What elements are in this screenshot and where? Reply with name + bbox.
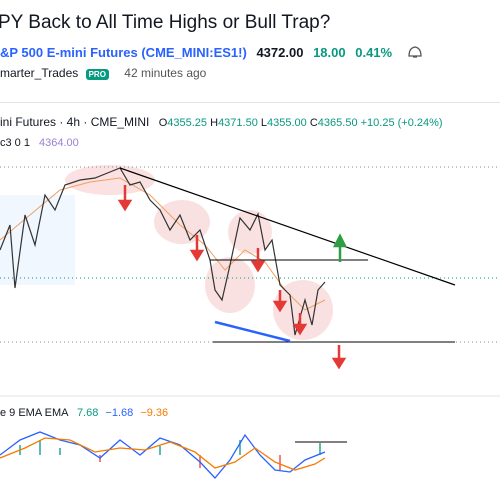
author-row: marter_Trades PRO 42 minutes ago [0, 66, 206, 80]
macd-v1: 7.68 [76, 407, 99, 419]
price: 4372.00 [256, 45, 304, 60]
l-label: L [260, 117, 268, 129]
idea-title: PY Back to All Time Highs or Bull Trap? [0, 12, 331, 33]
change-pct: 0.41% [355, 45, 393, 60]
separator [0, 102, 500, 103]
o-value: 4355.25 [167, 117, 208, 129]
author[interactable]: marter_Trades [0, 66, 79, 80]
symbol-link[interactable]: &P 500 E-mini Futures (CME_MINI:ES1!) [0, 45, 247, 60]
l-value: 4355.00 [267, 117, 307, 129]
time: 42 minutes ago [124, 66, 207, 80]
alert-icon[interactable] [406, 44, 424, 60]
h-label: H [210, 117, 219, 129]
change: 18.00 [313, 45, 346, 60]
symbol-row: &P 500 E-mini Futures (CME_MINI:ES1!) 43… [0, 44, 424, 60]
macd-name: e 9 EMA EMA [0, 407, 68, 419]
legend-symbol: ini Futures · 4h · CME_MINI [0, 115, 150, 129]
indicator-value: 4364.00 [39, 137, 79, 149]
pro-badge: PRO [85, 69, 109, 80]
legend: ini Futures · 4h · CME_MINI O4355.25 H43… [0, 115, 443, 129]
c-label: C [309, 117, 318, 129]
o-label: O [158, 117, 168, 129]
macd-v2: −1.68 [105, 407, 134, 419]
ohlc: O4355.25 H4371.50 L4355.00 C4365.50 +10.… [159, 117, 443, 129]
c-value: 4365.50 [317, 117, 358, 129]
indicator-name: c3 0 1 [0, 137, 30, 149]
legend-change: +10.25 (+0.24%) [360, 117, 443, 129]
indicator: c3 0 1 4364.00 [0, 137, 79, 149]
macd-v3: −9.36 [140, 407, 169, 419]
macd-legend: e 9 EMA EMA 7.68 −1.68 −9.36 [0, 407, 168, 419]
h-value: 4371.50 [218, 117, 258, 129]
